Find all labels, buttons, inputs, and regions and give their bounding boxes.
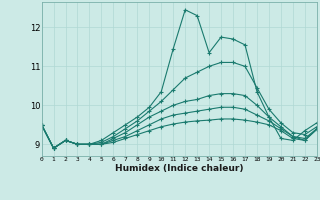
X-axis label: Humidex (Indice chaleur): Humidex (Indice chaleur) [115,164,244,173]
